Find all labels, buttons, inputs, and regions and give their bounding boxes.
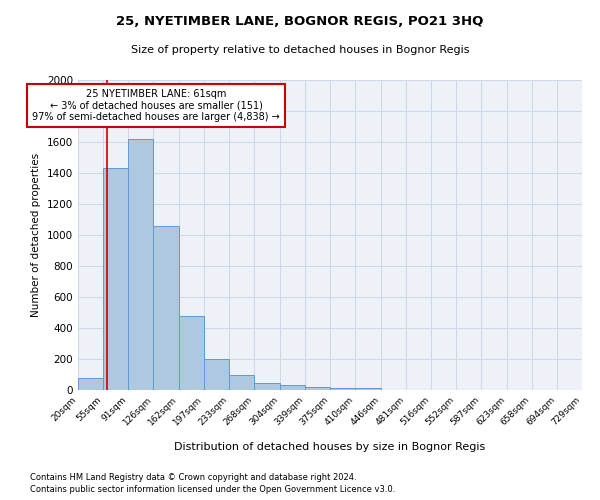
Bar [179,316,204,390]
Bar [204,359,229,390]
Text: Contains HM Land Registry data © Crown copyright and database right 2024.: Contains HM Land Registry data © Crown c… [30,472,356,482]
Text: 25 NYETIMBER LANE: 61sqm
← 3% of detached houses are smaller (151)
97% of semi-d: 25 NYETIMBER LANE: 61sqm ← 3% of detache… [32,90,280,122]
Text: Contains public sector information licensed under the Open Government Licence v3: Contains public sector information licen… [30,485,395,494]
Text: Distribution of detached houses by size in Bognor Regis: Distribution of detached houses by size … [175,442,485,452]
Text: 25, NYETIMBER LANE, BOGNOR REGIS, PO21 3HQ: 25, NYETIMBER LANE, BOGNOR REGIS, PO21 3… [116,15,484,28]
Bar [331,388,355,390]
Bar [103,168,128,390]
Bar [254,383,280,390]
Bar [78,378,103,390]
Bar [305,387,331,390]
Text: Size of property relative to detached houses in Bognor Regis: Size of property relative to detached ho… [131,45,469,55]
Bar [355,388,381,390]
Bar [154,226,179,390]
Bar [280,386,305,390]
Bar [128,139,154,390]
Bar [229,374,254,390]
Y-axis label: Number of detached properties: Number of detached properties [31,153,41,317]
